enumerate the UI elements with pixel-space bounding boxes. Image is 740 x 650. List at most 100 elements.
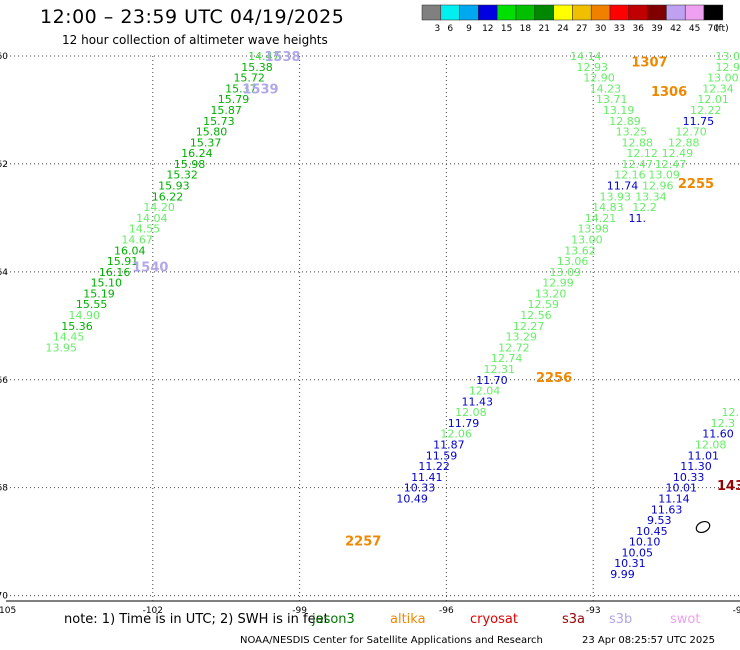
x-tick-label: -99	[292, 606, 307, 616]
wave-height-point: 12.12	[626, 147, 658, 160]
pass-time-label: 2256	[536, 371, 572, 386]
wave-height-point: 14.90	[69, 309, 101, 322]
wave-height-point: 12.22	[690, 104, 722, 117]
wave-height-point: 15.80	[196, 126, 228, 139]
wave-height-point: 12.59	[528, 298, 560, 311]
wave-height-point: 13.71	[596, 93, 628, 106]
wave-height-point: 11.59	[426, 449, 458, 462]
wave-height-point: 12.16	[614, 169, 646, 182]
legend-label: 30	[595, 24, 607, 34]
legend-swatch	[478, 4, 498, 21]
legend-label: 39	[651, 24, 663, 34]
legend-swatch	[440, 4, 460, 21]
wave-height-point: 12.88	[668, 136, 700, 149]
legend-swatch	[684, 4, 705, 21]
legend-label: 21	[538, 24, 549, 34]
wave-height-point: 10.05	[621, 546, 653, 559]
wave-height-point: 14.23	[590, 82, 622, 95]
wave-height-point: 13.62	[564, 244, 596, 257]
wave-height-point: 12.08	[695, 439, 727, 452]
wave-height-point: 14.83	[592, 201, 624, 214]
wave-height-point: 12.2	[632, 201, 657, 214]
y-tick-label: -68	[0, 484, 8, 494]
x-tick-label: -96	[439, 606, 454, 616]
wave-height-point: 12.56	[520, 309, 552, 322]
legend-label: 33	[614, 24, 625, 34]
pass-time-label: 1540	[132, 260, 168, 275]
wave-height-point: 12.	[721, 406, 739, 419]
wave-height-point: 13.00	[707, 72, 739, 85]
legend-swatch	[703, 4, 724, 21]
wave-height-point: 12.72	[498, 341, 530, 354]
pass-time-label: 2257	[345, 535, 381, 550]
wave-height-point: 14.21	[585, 212, 617, 225]
wave-height-point: 12.31	[483, 363, 515, 376]
legend-swatch	[628, 4, 648, 21]
grid-lines	[6, 55, 740, 602]
wave-height-point: 13.98	[577, 223, 609, 236]
wave-height-point: 12.06	[440, 428, 472, 441]
pass-time-label: 1306	[651, 85, 687, 100]
sat-jason3: jason3	[312, 612, 355, 627]
legend-swatch	[666, 4, 686, 21]
sat-cryosat: cryosat	[470, 612, 518, 627]
wave-height-point: 15.93	[158, 180, 190, 193]
wave-height-point: 14.45	[53, 331, 85, 344]
wave-height-point: 15.37	[225, 82, 257, 95]
legend-swatch	[553, 4, 573, 21]
wave-height-point: 14.47	[248, 50, 280, 63]
pass-time-label: 1539	[242, 82, 278, 97]
wave-height-point: 13.34	[635, 190, 667, 203]
sat-altika: altika	[390, 612, 426, 627]
wave-height-point: 15.72	[233, 72, 265, 85]
wave-height-point: 13.09	[648, 169, 680, 182]
wave-height-point: 16.22	[152, 190, 184, 203]
y-tick-label: -70	[0, 592, 8, 602]
pass-time-label: 1538	[264, 50, 300, 65]
legend-swatch	[496, 4, 517, 21]
x-tick-label: -90	[733, 606, 740, 616]
wave-height-point: 11.01	[688, 449, 720, 462]
legend-label: 42	[670, 24, 681, 34]
wave-height-point: 12.74	[491, 352, 523, 365]
color-legend: 3 6 9 12 15 18 21 24 27 30 33 36 39 42 45 70(ft)	[421, 4, 729, 34]
legend-label: 18	[520, 24, 532, 34]
wave-height-point: 10.10	[629, 536, 661, 549]
wave-height-point: 11.79	[448, 417, 480, 430]
legend-swatch	[515, 4, 536, 21]
axis-ticks: -105 -102 -99 -96 -93 -90 -60 -62 -64 -66 -68 -70	[0, 52, 740, 616]
wave-height-point: 12.34	[702, 82, 734, 95]
wave-height-point: 10.01	[666, 482, 698, 495]
pass-time-label: 1307	[631, 55, 667, 70]
x-tick-label: -105	[0, 606, 16, 616]
wave-height-point: 15.91	[107, 255, 139, 268]
wave-height-point: 11.14	[658, 492, 690, 505]
data-points: 14.4715.3815.7215.3715.7915.8715.7315.80…	[46, 50, 740, 581]
footer-note: note: 1) Time is in UTC; 2) SWH is in fe…	[64, 612, 329, 627]
wave-height-point: 12.27	[513, 320, 545, 333]
wave-height-point: 12.88	[621, 136, 653, 149]
wave-height-point: 14.14	[570, 50, 602, 63]
island-outline	[695, 520, 711, 534]
wave-height-point: 16.16	[99, 266, 131, 279]
wave-height-point: 11.	[628, 212, 646, 225]
chart-subtitle: 12 hour collection of altimeter wave hei…	[62, 33, 328, 47]
wave-height-point: 15.73	[203, 115, 235, 128]
wave-height-point: 10.31	[614, 557, 646, 570]
legend-label: 27	[576, 24, 587, 34]
wave-height-point: 13.06	[557, 255, 589, 268]
sat-s3a: s3a	[562, 612, 586, 627]
wave-height-point: 12.70	[675, 126, 707, 139]
pass-time-label: 2255	[678, 177, 714, 192]
wave-height-point: 10.49	[396, 492, 428, 505]
wave-height-point: 9.99	[610, 568, 635, 581]
wave-height-point: 15.87	[210, 104, 242, 117]
wave-height-point: 12.3	[711, 417, 736, 430]
wave-height-point: 15.10	[91, 277, 123, 290]
wave-height-point: 15.37	[190, 136, 222, 149]
wave-height-point: 11.30	[680, 460, 712, 473]
wave-height-point: 10.33	[673, 471, 705, 484]
wave-height-point: 13.29	[506, 331, 538, 344]
wave-height-point: 11.87	[433, 439, 465, 452]
wave-height-point: 12.47	[621, 158, 653, 171]
